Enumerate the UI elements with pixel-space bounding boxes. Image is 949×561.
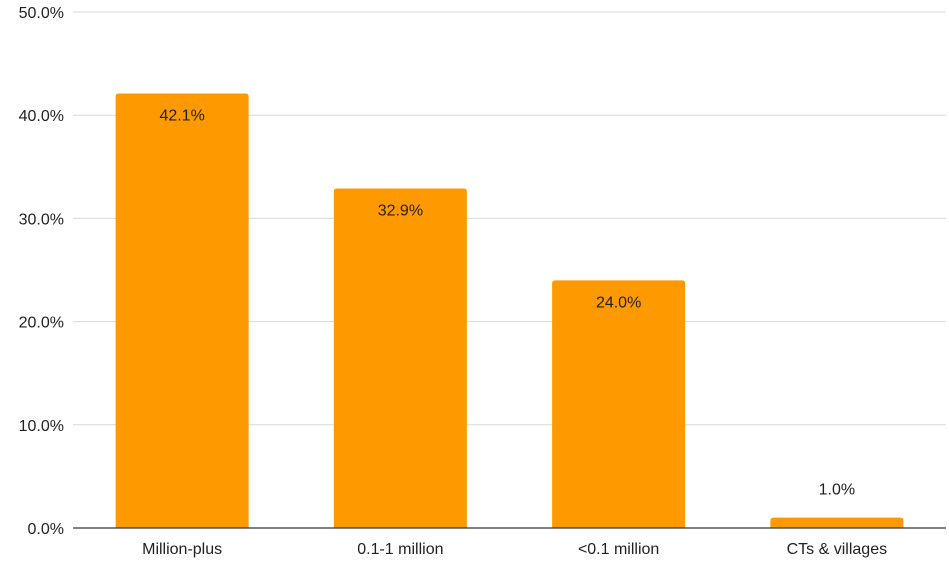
y-tick-label: 30.0% (19, 211, 64, 228)
data-label: 24.0% (596, 294, 641, 311)
bar (333, 188, 467, 529)
bars (115, 93, 904, 529)
y-tick-label: 20.0% (19, 315, 64, 332)
bar (770, 517, 904, 528)
x-axis: Million-plus 0.1-1 million <0.1 million CTs… (73, 527, 946, 558)
bar (552, 280, 686, 528)
x-tick-label: <0.1 million (578, 541, 659, 558)
x-tick-label: Million-plus (142, 541, 222, 558)
data-label: 32.9% (378, 202, 423, 219)
y-tick-label: 50.0% (19, 5, 64, 22)
data-label: 1.0% (819, 482, 855, 499)
bar (115, 93, 249, 528)
y-tick-label: 10.0% (19, 418, 64, 435)
y-axis: 0.0% 10.0% 20.0% 30.0% 40.0% 50.0% (19, 5, 64, 538)
data-label: 42.1% (159, 108, 204, 125)
y-tick-label: 0.0% (28, 521, 64, 538)
x-tick-label: CTs & villages (787, 541, 887, 558)
x-tick-label: 0.1-1 million (357, 541, 443, 558)
y-tick-label: 40.0% (19, 108, 64, 125)
data-labels: 42.1% 32.9% 24.0% 1.0% (159, 108, 855, 499)
